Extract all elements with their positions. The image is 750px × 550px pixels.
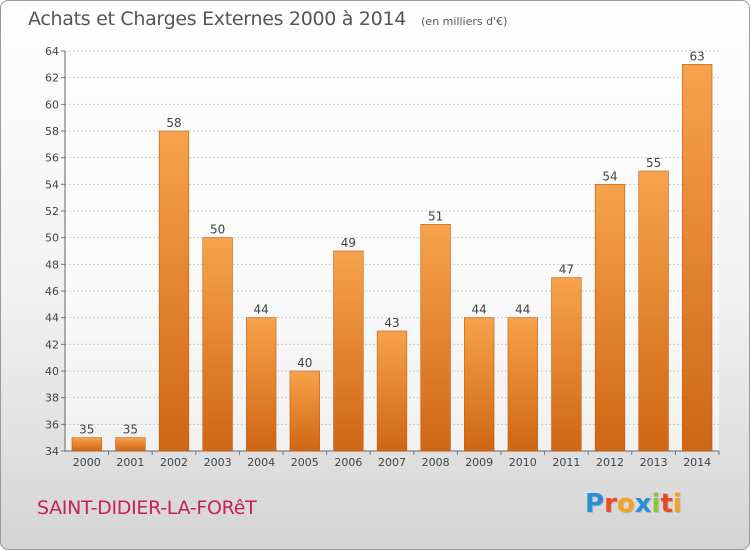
logo-letter: r [604,489,617,519]
x-tick-label: 2000 [73,456,101,469]
bar-value-label: 35 [123,423,138,437]
x-tick-label: 2006 [334,456,362,469]
bar-value-label: 49 [341,236,356,250]
x-tick-label: 2002 [160,456,188,469]
x-tick-label: 2013 [640,456,668,469]
bar-value-label: 58 [166,116,181,130]
y-tick-label: 62 [45,72,59,85]
logo-letter: x [634,489,652,519]
bar [158,130,190,452]
chart-title: Achats et Charges Externes 2000 à 2014 [28,8,407,30]
y-tick-label: 64 [45,45,59,58]
bar [376,330,408,452]
y-tick-label: 48 [45,258,59,271]
bar [420,224,451,452]
bar [638,170,669,452]
bar [333,250,364,452]
bar-value-label: 55 [646,156,661,170]
bar-value-label: 54 [602,169,617,183]
bar [594,184,626,452]
x-tick-label: 2004 [247,456,275,469]
x-tick-label: 2007 [378,456,406,469]
bar [464,317,495,452]
bar-value-label: 35 [79,423,94,437]
y-tick-label: 40 [45,365,59,378]
y-tick-label: 38 [45,392,59,405]
proxiti-logo: Proxiti [585,489,682,519]
bar-value-label: 47 [559,263,574,277]
bar [246,317,277,452]
y-tick-label: 60 [45,98,59,111]
y-tick-label: 56 [45,152,59,165]
title-row: Achats et Charges Externes 2000 à 2014 (… [28,8,507,30]
x-tick-label: 2009 [465,456,493,469]
y-tick-label: 44 [45,312,59,325]
logo-letter: i [672,489,682,519]
y-tick-label: 54 [45,178,59,191]
x-tick-label: 2005 [291,456,319,469]
x-tick-label: 2014 [683,456,711,469]
bar-value-label: 50 [210,223,225,237]
x-tick-label: 2008 [422,456,450,469]
chart-unit: (en milliers d'€) [421,15,508,28]
logo-letter: i [651,489,661,519]
y-tick-label: 42 [45,338,59,351]
x-tick-label: 2012 [596,456,624,469]
y-tick-label: 36 [45,418,59,431]
logo-letter: o [616,489,635,519]
bar [507,317,538,452]
logo-letter: t [660,489,673,519]
x-tick-label: 2001 [116,456,144,469]
bar-value-label: 44 [515,303,530,317]
bar [289,370,320,452]
y-tick-label: 46 [45,285,59,298]
bar [682,64,713,452]
y-tick-label: 50 [45,232,59,245]
bar-value-label: 40 [297,356,312,370]
bar [71,437,102,452]
y-tick-label: 34 [45,445,59,458]
y-tick-label: 52 [45,205,59,218]
bar-value-label: 44 [254,303,269,317]
bar [551,277,582,452]
bar-value-label: 63 [690,49,705,63]
bar-value-label: 44 [472,303,487,317]
bar [202,237,233,452]
x-tick-label: 2011 [552,456,580,469]
x-tick-label: 2010 [509,456,537,469]
town-name: SAINT-DIDIER-LA-FORêT [37,497,257,519]
bar-value-label: 51 [428,209,443,223]
logo-letter: P [585,489,605,519]
bar-value-label: 43 [384,316,399,330]
y-tick-label: 58 [45,125,59,138]
bar [115,437,146,452]
x-tick-label: 2003 [204,456,232,469]
